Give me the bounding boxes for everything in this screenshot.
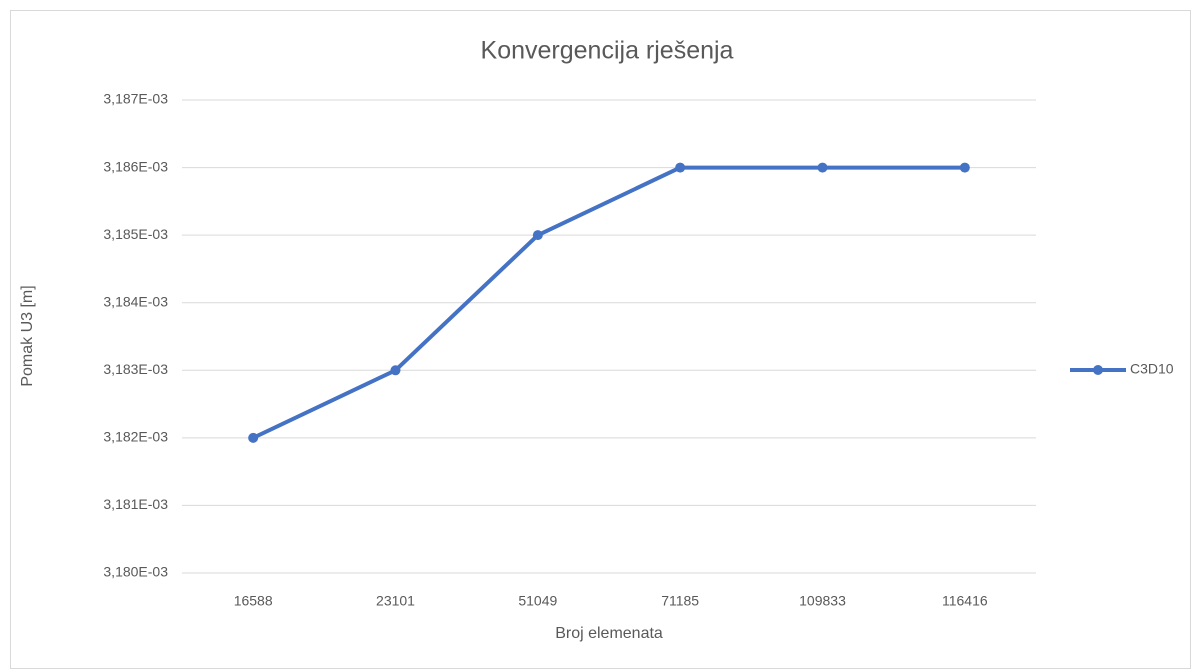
chart-title: Konvergencija rješenja [481,37,734,65]
point [248,432,259,443]
x-axis-label: Broj elemenata [555,625,663,642]
chart-border [10,10,1191,669]
legend-label: C3D10 [1130,361,1174,377]
y-tick-label: 3,186E-03 [103,158,168,174]
point [817,162,828,173]
x-tick-label: 16588 [234,593,273,609]
point [532,230,543,241]
x-tick-label: 116416 [942,593,988,609]
y-tick-label: 3,184E-03 [103,293,168,309]
legend-marker [1093,365,1103,375]
point [390,365,401,376]
x-tick-label: 109833 [799,593,846,609]
y-tick-label: 3,182E-03 [103,429,168,445]
x-tick-label: 23101 [376,593,415,609]
y-tick-label: 3,185E-03 [103,226,168,242]
y-axis-label: Pomak U3 [m] [19,285,36,386]
point [675,162,686,173]
y-tick-label: 3,181E-03 [103,496,168,512]
y-tick-label: 3,183E-03 [103,361,168,377]
x-tick-label: 51049 [518,593,557,609]
y-tick-label: 3,180E-03 [103,564,168,580]
line [252,165,965,440]
x-tick-label: 71185 [661,593,699,609]
point [959,162,970,173]
y-tick-label: 3,187E-03 [103,91,168,107]
